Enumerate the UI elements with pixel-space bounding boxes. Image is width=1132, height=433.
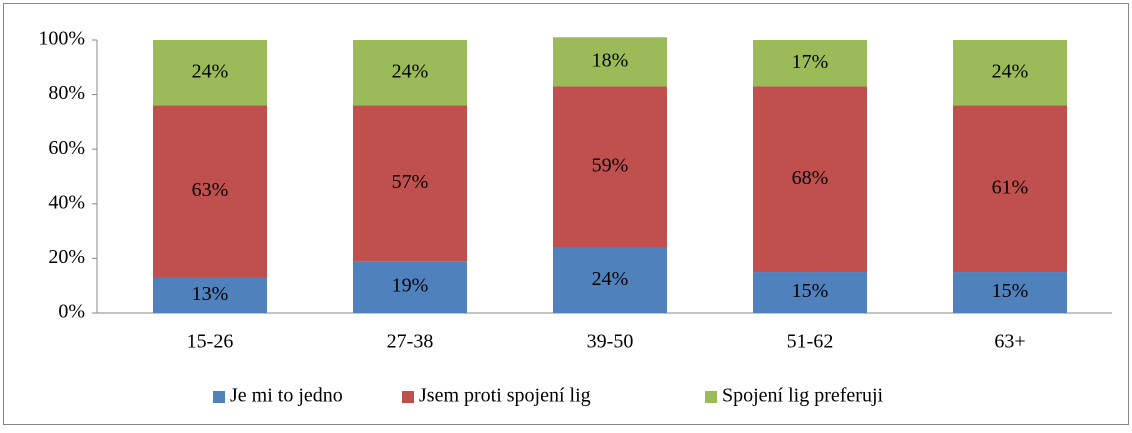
data-label: 24% [192, 60, 229, 82]
data-label: 13% [192, 283, 229, 305]
x-tick-label: 27-38 [387, 331, 434, 353]
data-label: 61% [992, 176, 1029, 198]
bar-segment [153, 105, 267, 278]
data-label: 57% [392, 171, 429, 193]
bar-segment [353, 105, 467, 262]
data-label: 19% [392, 275, 429, 297]
legend-swatch [705, 391, 717, 403]
data-label: 24% [992, 60, 1029, 82]
data-label: 68% [792, 167, 829, 189]
bar-segment [753, 40, 867, 87]
bar-segment [553, 37, 667, 87]
y-tick-label: 80% [48, 82, 85, 104]
data-label: 24% [592, 268, 629, 290]
x-tick-label: 39-50 [587, 331, 634, 353]
bar-segment [153, 40, 267, 106]
bar-segment [553, 86, 667, 248]
y-tick-label: 100% [38, 28, 85, 50]
data-label: 17% [792, 51, 829, 73]
data-label: 59% [592, 155, 629, 177]
bar-segment [353, 40, 467, 106]
data-label: 15% [792, 280, 829, 302]
data-label: 63% [192, 179, 229, 201]
bar-segment [553, 247, 667, 313]
y-tick-label: 40% [48, 191, 85, 213]
x-tick-label: 15-26 [187, 331, 234, 353]
bar-segment [153, 277, 267, 313]
legend-label: Spojení lig preferuji [722, 385, 884, 407]
data-label: 18% [592, 49, 629, 71]
y-tick-label: 20% [48, 246, 85, 268]
x-tick-label: 63+ [994, 331, 1025, 353]
y-tick-label: 0% [58, 301, 85, 323]
bar-segment [953, 40, 1067, 106]
bar-segment [353, 261, 467, 313]
bar-segment [953, 272, 1067, 313]
x-tick-label: 51-62 [787, 331, 834, 353]
legend-swatch [213, 391, 225, 403]
bar-segment [753, 86, 867, 273]
legend-label: Je mi to jedno [230, 385, 343, 407]
bar-segment [953, 105, 1067, 273]
legend-swatch [402, 391, 414, 403]
legend-label: Jsem proti spojení lig [419, 385, 591, 407]
data-label: 15% [992, 280, 1029, 302]
bar-segment [753, 272, 867, 313]
y-tick-label: 60% [48, 137, 85, 159]
data-label: 24% [392, 60, 429, 82]
